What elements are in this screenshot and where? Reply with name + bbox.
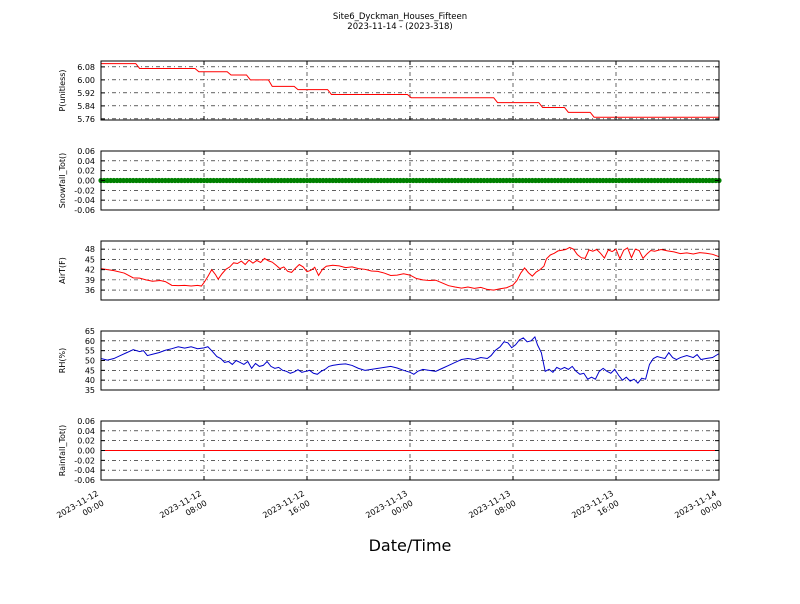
- panel-3-ytick-label: 45: [85, 255, 95, 264]
- panel-3-ylabel: AirT(F): [58, 257, 67, 284]
- panel-5-ytick-label: 0.04: [77, 427, 95, 436]
- chart-subtitle: 2023-11-14 - (2023-318): [347, 22, 452, 32]
- panel-4-ytick-label: 40: [85, 376, 95, 385]
- panel-1-series-line: [101, 63, 719, 118]
- panel-2-ytick-label: 0.02: [77, 167, 95, 176]
- panel-2: 0.060.040.020.00-0.02-0.04-0.06 Snowfall_…: [58, 147, 722, 215]
- panel-5-ytick-label: -0.04: [74, 466, 95, 475]
- panel-2-ytick-label: 0.04: [77, 157, 95, 166]
- panel-5-ytick-label: -0.02: [74, 456, 95, 465]
- panel-1-ytick-label: 5.76: [77, 115, 95, 124]
- panel-1-ytick-label: 6.08: [77, 63, 95, 72]
- panel-5-ytick-label: 0.06: [77, 417, 95, 426]
- panel-4-series-line: [100, 335, 720, 384]
- panel-2-markers: [98, 177, 722, 184]
- panel-5-ytick-label: -0.06: [74, 476, 95, 485]
- panel-4-ytick-label: 65: [85, 327, 95, 336]
- panel-1-ytick-label: 5.92: [77, 89, 95, 98]
- panel-3-series-line: [100, 246, 720, 291]
- panel-4-ytick-label: 35: [85, 386, 95, 395]
- panel-2-ytick-label: -0.04: [74, 196, 95, 205]
- panel-4-ytick-label: 60: [85, 337, 95, 346]
- panel-2-ytick-label: -0.06: [74, 206, 95, 215]
- panel-2-ytick-label: -0.02: [74, 186, 95, 195]
- panels-group: 6.086.005.925.845.76P(unitless)0.060.040…: [58, 60, 722, 485]
- chart-title: Site6_Dyckman_Houses_Fifteen: [333, 12, 467, 22]
- x-axis-label: Date/Time: [369, 536, 452, 555]
- panel-3-ytick-label: 42: [85, 266, 95, 275]
- panel-3-ytick-label: 48: [85, 245, 95, 254]
- panel-4-ytick-label: 55: [85, 347, 95, 356]
- panel-1-ylabel: P(unitless): [58, 69, 67, 111]
- panel-5-ylabel: Rainfall_Tot(): [58, 425, 67, 477]
- panel-3-ytick-label: 39: [85, 276, 95, 285]
- panel-1: 6.08 6.00 5.92 5.84 5.76 P(unitless): [58, 60, 720, 124]
- panel-4-ytick-label: 50: [85, 357, 95, 366]
- panel-4-ytick-label: 45: [85, 366, 95, 375]
- panel-3-ytick-label: 36: [85, 286, 95, 295]
- panel-1-ytick-label: 5.84: [77, 102, 95, 111]
- panel-1-ytick-label: 6.00: [77, 76, 95, 85]
- panel-5-ytick-label: 0.00: [77, 447, 95, 456]
- panel-2-ytick-label: 0.06: [77, 147, 95, 156]
- panel-2-ytick-label: 0.00: [77, 177, 95, 186]
- panel-5: 0.060.040.020.00-0.02-0.04-0.06 Rainfall_…: [58, 417, 720, 485]
- panel-2-ylabel: Snowfall_Tot(): [58, 153, 67, 209]
- panel-5-ytick-label: 0.02: [77, 437, 95, 446]
- panel-4-ylabel: RH(%): [58, 348, 67, 373]
